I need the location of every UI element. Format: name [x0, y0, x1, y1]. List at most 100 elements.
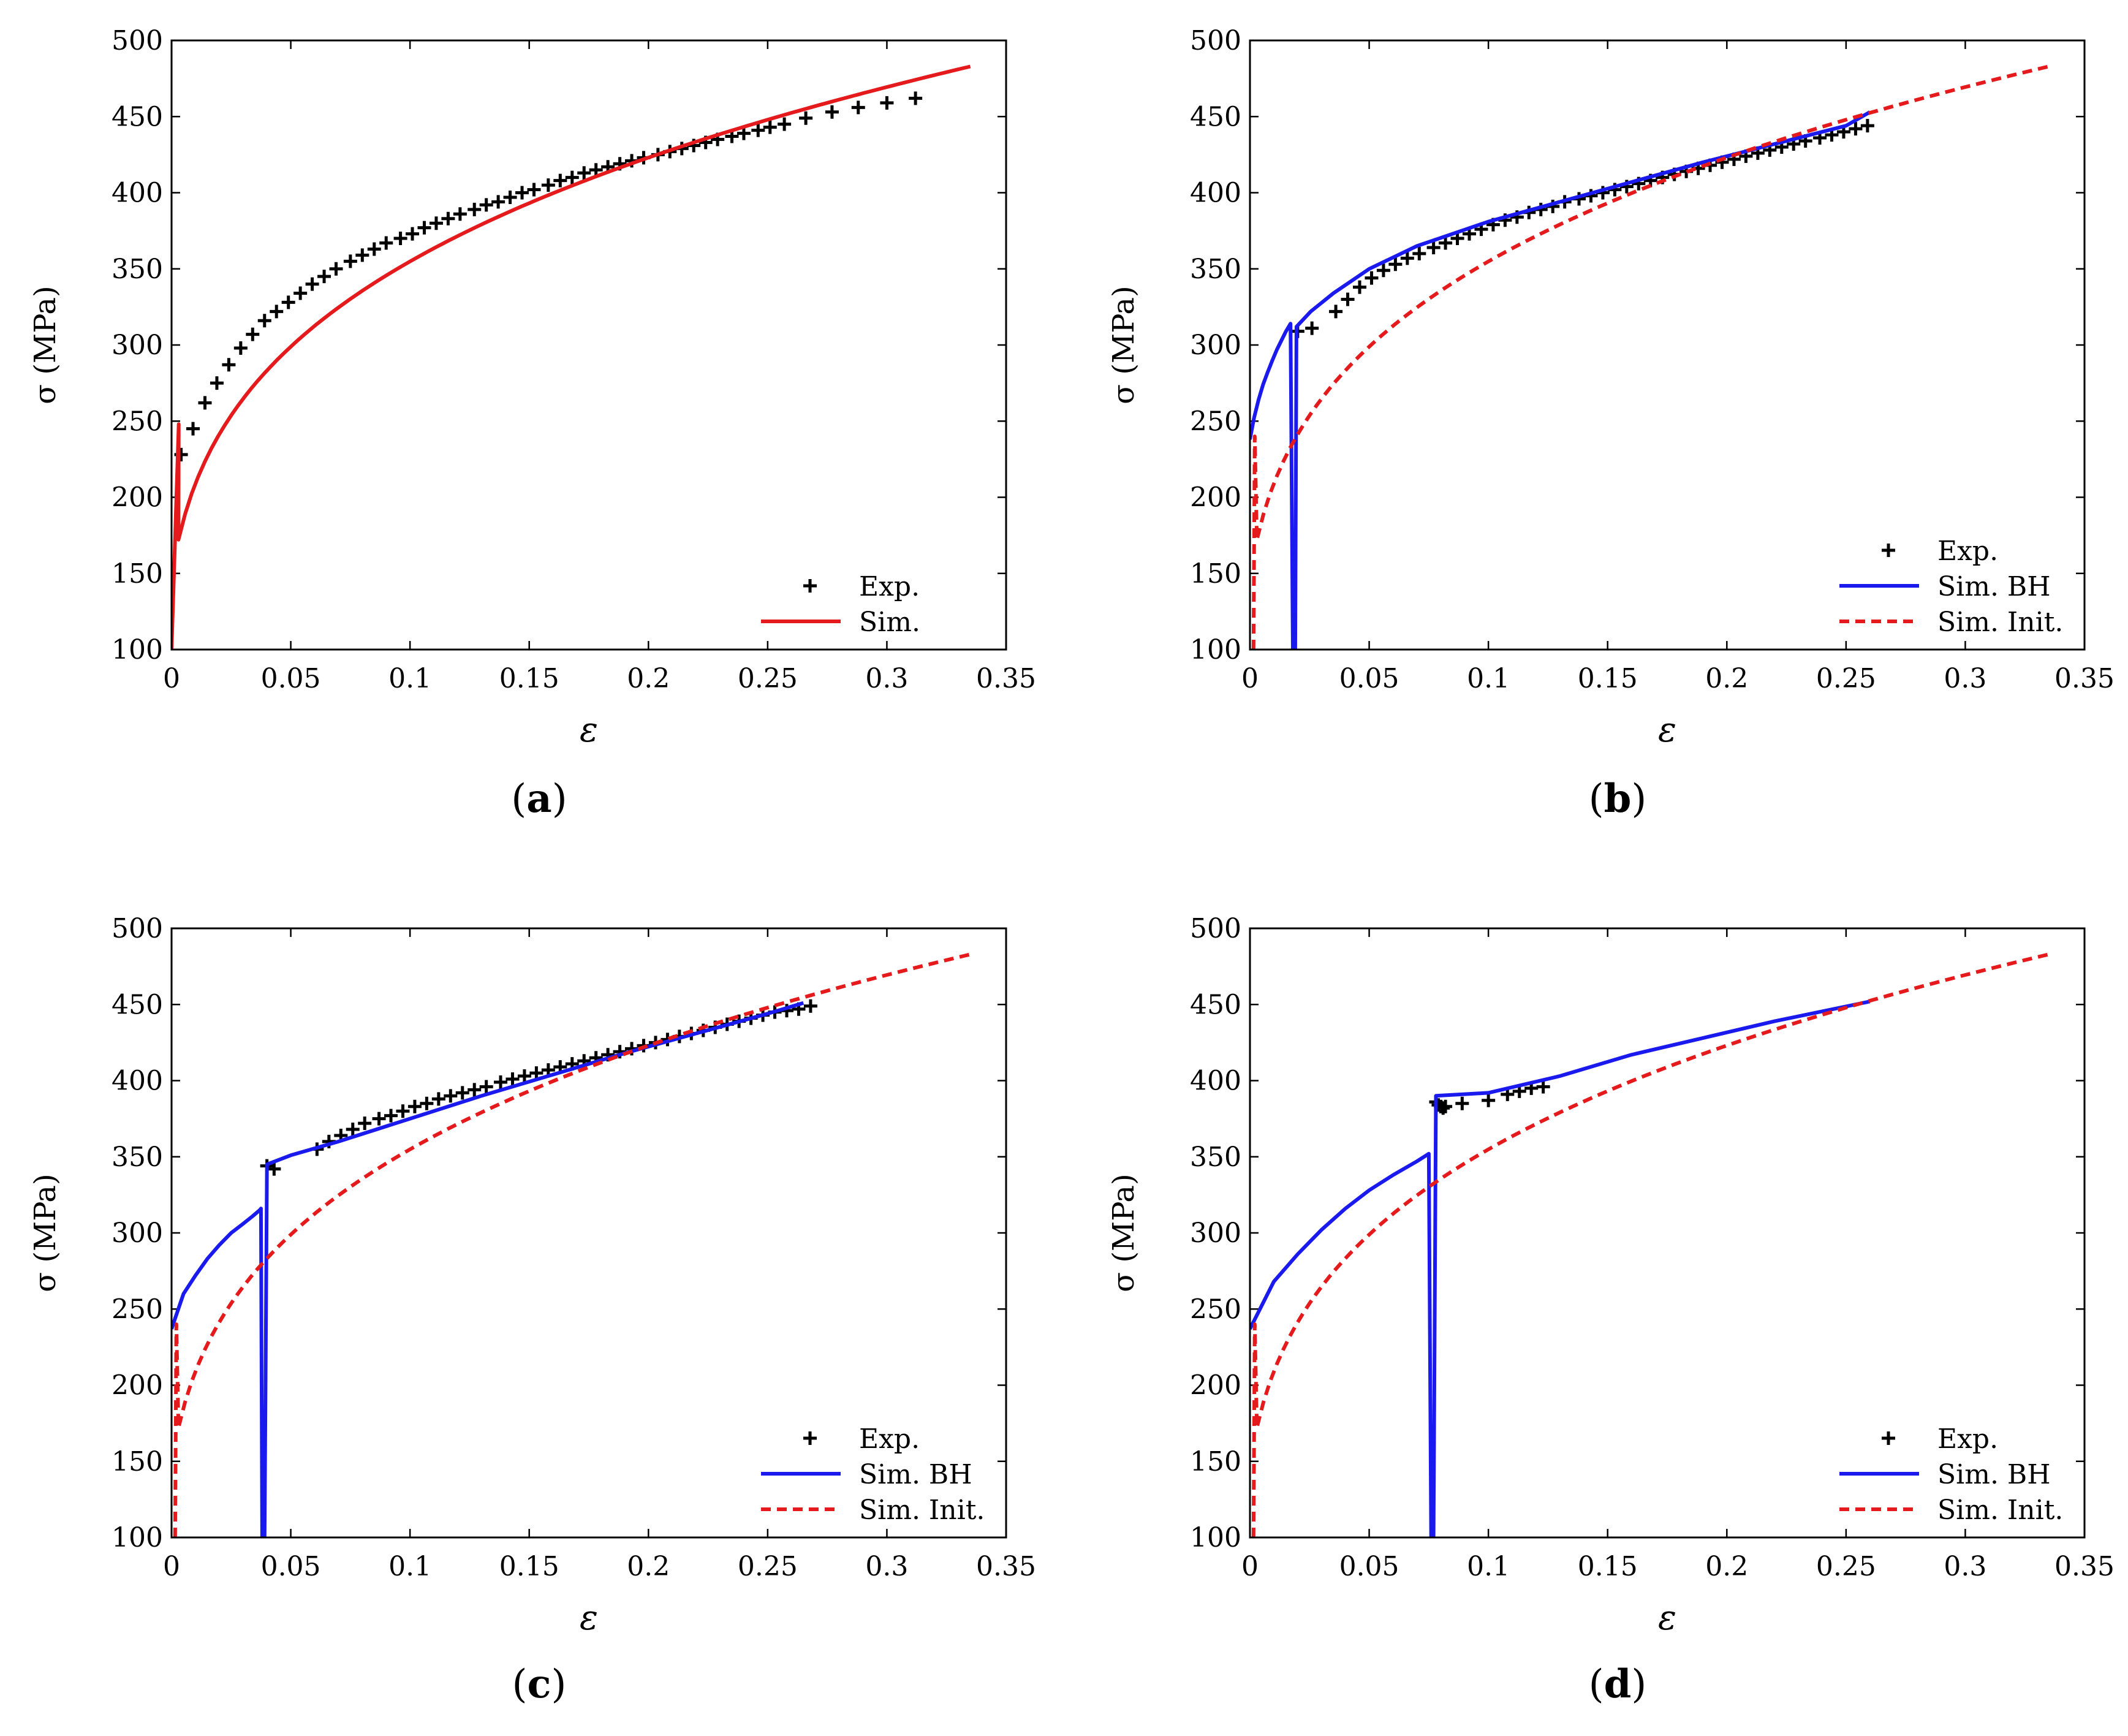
y-tick-label: 500	[1190, 25, 1241, 56]
exp-data-point	[1376, 263, 1390, 278]
sim-bh-line	[172, 1001, 805, 1537]
y-tick-label: 300	[1190, 1218, 1241, 1249]
exp-data-point	[267, 1162, 281, 1176]
exp-data-point	[479, 198, 493, 212]
exp-data-point	[1305, 321, 1319, 335]
legend-label: Exp.	[859, 1423, 920, 1455]
exp-data-point	[1426, 240, 1441, 254]
y-tick-label: 300	[112, 330, 163, 361]
x-tick-label: 0.1	[388, 663, 431, 694]
plot-frame	[170, 39, 1007, 651]
exp-data-point	[491, 195, 505, 209]
exp-data-point	[565, 170, 579, 184]
exp-data-point	[429, 216, 443, 230]
plot-frame	[1249, 927, 2086, 1539]
y-tick-label: 400	[1190, 178, 1241, 209]
legend-label: Sim.	[859, 607, 920, 638]
exp-data-point	[186, 422, 200, 436]
y-tick-label: 450	[112, 989, 163, 1020]
x-axis-label: ε	[1658, 710, 1676, 750]
exp-data-point	[1365, 271, 1379, 285]
exp-data-point	[329, 262, 343, 276]
y-tick-label: 200	[1190, 482, 1241, 514]
exp-data-point	[778, 117, 792, 131]
x-tick-label: 0.1	[1467, 1551, 1510, 1582]
y-tick-label: 500	[112, 25, 163, 56]
x-tick-label: 0.35	[976, 663, 1036, 694]
exp-data-point	[517, 1069, 531, 1083]
x-tick-label: 0.3	[1944, 663, 1986, 694]
exp-data-point	[1849, 122, 1863, 136]
exp-data-point	[444, 1089, 458, 1103]
exp-data-point	[763, 120, 777, 134]
plot-area	[1250, 64, 2050, 650]
plot-frame	[170, 927, 1007, 1539]
x-tick-label: 0	[1241, 1551, 1259, 1582]
x-tick-label: 0.1	[388, 1551, 431, 1582]
exp-data-point	[1388, 257, 1403, 271]
x-axis-label: ε	[580, 1598, 598, 1638]
exp-data-point	[515, 186, 529, 200]
x-tick-label: 0.05	[261, 1551, 321, 1582]
exp-data-point	[293, 286, 308, 300]
exp-data-point	[441, 211, 455, 226]
x-axis-label: ε	[1658, 1598, 1676, 1638]
y-tick-label: 450	[1190, 101, 1241, 132]
legend-label: Sim. Init.	[859, 1495, 985, 1526]
sim-bh-line	[1250, 110, 1871, 650]
y-tick-label: 500	[112, 913, 163, 944]
exp-data-point	[407, 1099, 422, 1113]
y-tick-label: 400	[112, 1066, 163, 1097]
exp-data-point	[358, 1116, 372, 1131]
exp-data-point	[270, 305, 284, 319]
exp-data-point	[736, 126, 751, 140]
y-tick-label: 300	[112, 1218, 163, 1249]
exp-data-point	[1455, 1096, 1469, 1110]
chart-panel-d: 0 0.05 0.1 0.15 0.2 0.25 0.3 0.35 100 150 200 250 30…	[1107, 913, 2115, 1707]
exp-data-point	[455, 1086, 469, 1100]
exp-data-point	[1353, 280, 1367, 294]
y-tick-label: 150	[1190, 1446, 1241, 1477]
exp-data-point	[379, 236, 393, 250]
legend-label: Exp.	[1937, 1423, 1998, 1455]
x-tick-label: 0.25	[1816, 663, 1876, 694]
plot-area	[172, 952, 971, 1537]
x-tick-label: 0.2	[1705, 1551, 1748, 1582]
exp-data-point	[468, 202, 482, 216]
legend-label: Sim. Init.	[1937, 1495, 2063, 1526]
y-tick-label: 350	[112, 254, 163, 285]
exp-data-point	[494, 1075, 508, 1089]
exp-data-point	[233, 341, 248, 355]
chart-panel-b: 0 0.05 0.1 0.15 0.2 0.25 0.3 0.35 100 150 200 250 30…	[1107, 25, 2115, 822]
exp-data-point	[393, 232, 407, 246]
x-tick-label: 0.15	[499, 1551, 559, 1582]
exp-data-point	[909, 91, 923, 105]
panel-caption: (c)	[512, 1661, 567, 1707]
exp-data-point	[431, 1092, 445, 1106]
exp-data-point	[355, 248, 369, 262]
exp-data-point	[367, 242, 381, 256]
exp-data-point	[503, 190, 517, 204]
plot-frame	[1249, 39, 2086, 651]
x-tick-label: 0.2	[1705, 663, 1748, 694]
x-tick-label: 0.35	[976, 1551, 1036, 1582]
exp-data-point	[372, 1112, 386, 1126]
exp-data-point	[420, 1096, 434, 1110]
exp-data-point	[198, 396, 212, 410]
exp-data-point	[406, 227, 420, 241]
exp-data-point	[396, 1104, 410, 1118]
y-tick-label: 150	[112, 1446, 163, 1477]
panel-caption: (d)	[1589, 1661, 1647, 1707]
y-tick-label: 450	[1190, 989, 1241, 1020]
x-tick-label: 0	[163, 663, 180, 694]
exp-data-point	[343, 254, 357, 268]
y-tick-label: 300	[1190, 330, 1241, 361]
y-tick-label: 350	[1190, 254, 1241, 285]
legend-label: Exp.	[859, 571, 920, 602]
y-tick-label: 150	[112, 558, 163, 589]
x-tick-label: 0.05	[261, 663, 321, 694]
y-tick-label: 350	[112, 1142, 163, 1173]
panel-caption: (a)	[511, 776, 567, 822]
legend-label: Exp.	[1937, 536, 1998, 567]
